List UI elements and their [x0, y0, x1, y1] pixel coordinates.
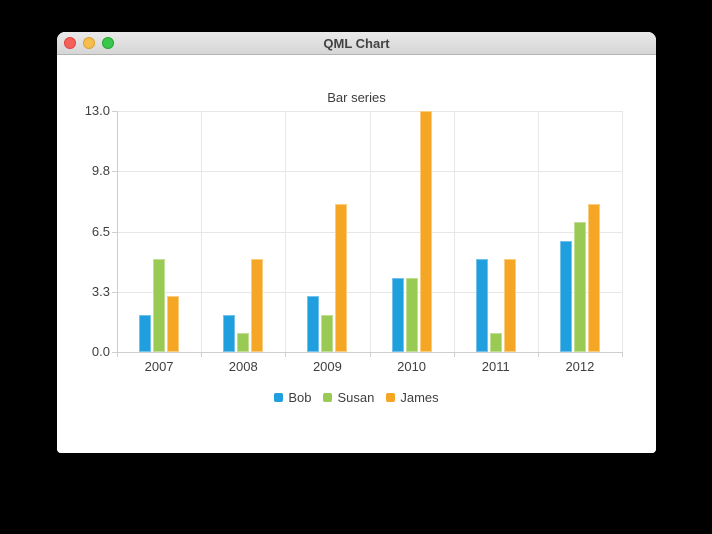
x-axis-label: 2008 — [228, 359, 258, 374]
x-gridline — [622, 111, 623, 352]
bar-bob-2010 — [391, 277, 404, 352]
x-gridline — [537, 111, 539, 352]
x-tick — [369, 352, 371, 357]
minimize-button[interactable] — [83, 37, 95, 49]
legend-marker-james — [386, 392, 396, 402]
bar-susan-2007 — [153, 259, 166, 352]
app-window: Bar series Bob Susan James 0.0 3.3 6.5 9.8 13.… — [57, 32, 656, 453]
bar-bob-2007 — [139, 314, 152, 352]
legend-label: Bob — [288, 389, 312, 405]
y-tick — [112, 352, 117, 353]
legend-marker-susan — [323, 392, 333, 402]
close-button[interactable] — [64, 37, 76, 49]
x-tick — [622, 352, 623, 357]
bar-susan-2010 — [405, 277, 418, 352]
legend-label: Susan — [337, 389, 375, 405]
x-axis-label: 2009 — [312, 359, 342, 374]
bar-susan-2011 — [489, 333, 502, 352]
window-title: QML Chart — [323, 36, 390, 51]
y-axis-line — [117, 111, 118, 352]
y-axis-label: 9.8 — [91, 163, 110, 179]
legend-item-bob: Bob — [274, 390, 311, 405]
window-titlebar[interactable]: QML Chart — [57, 32, 656, 55]
x-axis-line — [117, 352, 622, 353]
x-tick — [285, 352, 287, 357]
y-tick — [112, 231, 117, 233]
bar-james-2011 — [503, 259, 516, 352]
zoom-button[interactable] — [102, 37, 114, 49]
y-axis-label: 3.3 — [91, 283, 110, 299]
bar-susan-2008 — [237, 333, 250, 352]
bar-bob-2011 — [475, 259, 488, 352]
x-gridline — [453, 111, 455, 352]
bar-bob-2012 — [559, 240, 572, 352]
plot-area — [117, 111, 623, 353]
legend: Bob Susan James — [57, 389, 656, 405]
y-tick — [112, 111, 117, 112]
bar-james-2012 — [587, 203, 600, 352]
bar-james-2007 — [167, 296, 180, 352]
bar-james-2008 — [251, 259, 264, 352]
y-tick — [112, 171, 117, 173]
x-axis-label: 2012 — [565, 359, 595, 374]
x-gridline — [201, 111, 203, 352]
bar-susan-2012 — [573, 222, 586, 352]
legend-marker-bob — [274, 392, 284, 402]
y-axis-label: 6.5 — [91, 223, 110, 239]
bar-bob-2009 — [307, 296, 320, 352]
x-gridline — [285, 111, 287, 352]
bar-james-2010 — [419, 111, 432, 352]
x-tick — [537, 352, 539, 357]
bar-bob-2008 — [223, 314, 236, 352]
chart: Bar series Bob Susan James 0.0 3.3 6.5 9.8 13.… — [57, 32, 656, 453]
x-gridline — [369, 111, 371, 352]
x-axis-label: 2010 — [397, 359, 427, 374]
x-axis-label: 2011 — [481, 359, 510, 374]
y-tick — [112, 291, 117, 293]
y-axis-label: 13.0 — [84, 103, 110, 118]
x-tick — [117, 352, 118, 357]
legend-item-james: James — [386, 389, 439, 405]
x-tick — [453, 352, 455, 357]
legend-label: James — [400, 389, 439, 405]
legend-item-susan: Susan — [323, 390, 374, 405]
y-axis-label: 0.0 — [91, 344, 110, 359]
bar-susan-2009 — [321, 314, 334, 352]
x-axis-label: 2007 — [144, 359, 174, 374]
chart-title: Bar series — [327, 90, 386, 105]
bar-james-2009 — [335, 203, 348, 352]
x-tick — [201, 352, 203, 357]
